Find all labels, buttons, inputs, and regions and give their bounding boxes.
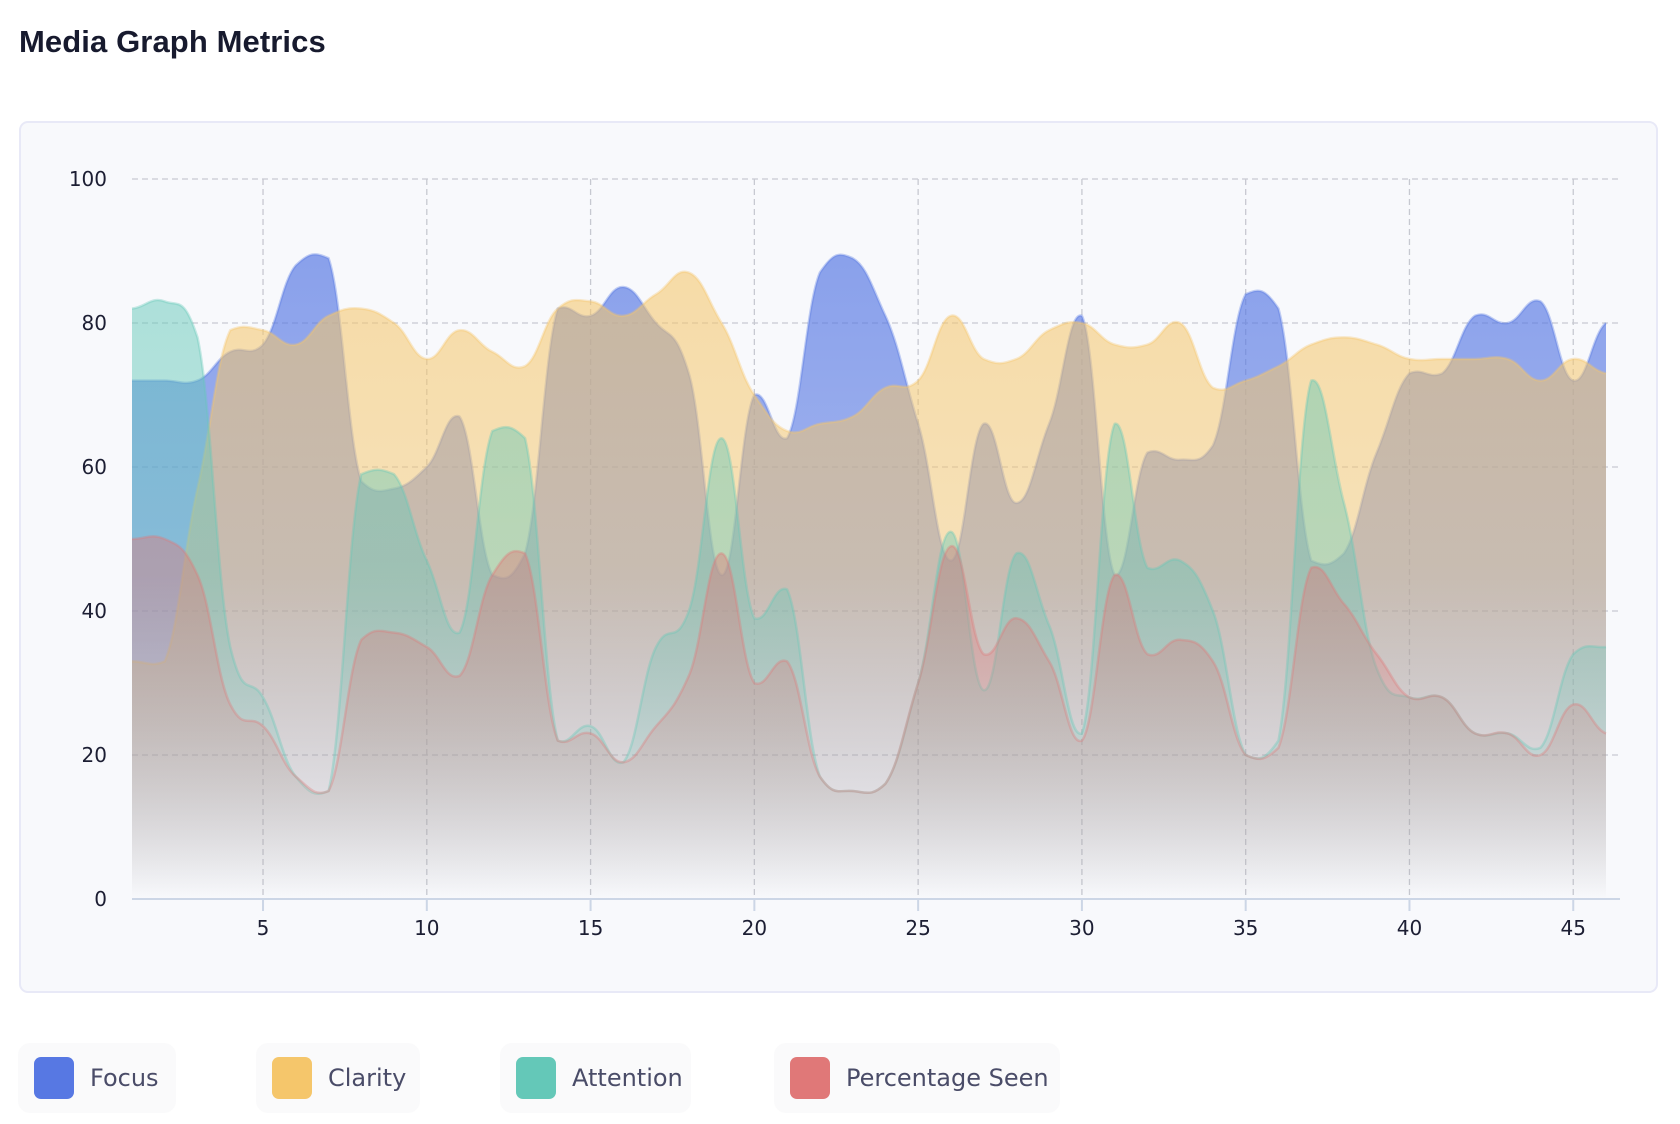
- x-tick-label: 10: [414, 916, 439, 940]
- area-fill: [132, 536, 1606, 899]
- axes: 0 20 40 60 80 100 5 10 15 20 25 30 35 40 45: [69, 167, 1620, 940]
- legend: Focus Clarity Attention Percentage Seen: [0, 1043, 1680, 1113]
- legend-item-percentage-seen[interactable]: Percentage Seen: [774, 1043, 1060, 1113]
- y-tick-label: 0: [94, 887, 107, 911]
- x-tick-label: 35: [1233, 916, 1258, 940]
- y-tick-label: 40: [82, 599, 107, 623]
- clarity-swatch-icon: [272, 1057, 312, 1099]
- y-tick-label: 100: [69, 167, 107, 191]
- focus-swatch-icon: [34, 1057, 74, 1099]
- x-tick-label: 20: [742, 916, 767, 940]
- y-tick-label: 80: [82, 311, 107, 335]
- legend-item-clarity[interactable]: Clarity: [256, 1043, 420, 1113]
- series-areas: [131, 253, 1607, 900]
- x-tick-label: 30: [1069, 916, 1094, 940]
- series-line: [131, 535, 1607, 795]
- page-title: Media Graph Metrics: [19, 24, 326, 59]
- legend-label: Attention: [572, 1064, 683, 1092]
- legend-item-attention[interactable]: Attention: [500, 1043, 691, 1113]
- attention-swatch-icon: [516, 1057, 556, 1099]
- x-tick-label: 5: [257, 916, 270, 940]
- x-tick-label: 15: [578, 916, 603, 940]
- x-tick-label: 25: [905, 916, 930, 940]
- x-tick-label: 40: [1397, 916, 1422, 940]
- y-tick-label: 60: [82, 455, 107, 479]
- legend-label: Clarity: [328, 1064, 407, 1092]
- series-percentage-seen: [131, 535, 1607, 899]
- y-tick-label: 20: [82, 743, 107, 767]
- legend-label: Focus: [90, 1064, 159, 1092]
- legend-label: Percentage Seen: [846, 1064, 1049, 1092]
- percentage-seen-swatch-icon: [790, 1057, 830, 1099]
- legend-item-focus[interactable]: Focus: [18, 1043, 176, 1113]
- series-line: [131, 270, 1607, 666]
- x-tick-label: 45: [1561, 916, 1586, 940]
- series-line: [131, 298, 1607, 795]
